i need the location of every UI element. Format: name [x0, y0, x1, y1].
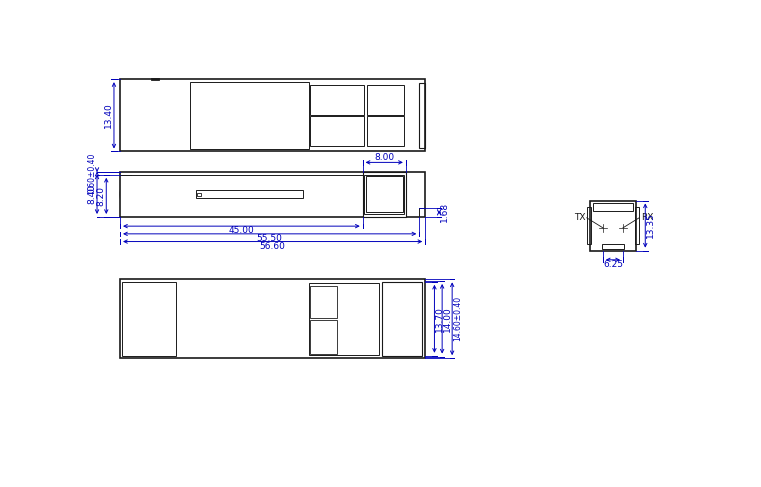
Bar	[310, 319, 337, 354]
Bar	[365, 175, 404, 214]
Text: 8.00: 8.00	[374, 153, 394, 162]
Bar	[309, 282, 379, 355]
Bar	[190, 81, 309, 149]
Text: 14.00: 14.00	[443, 306, 452, 332]
Text: TX: TX	[574, 213, 585, 223]
Bar	[122, 282, 176, 356]
Bar	[310, 116, 365, 146]
Text: 45.00: 45.00	[228, 226, 254, 235]
Bar	[363, 171, 406, 217]
Bar	[120, 171, 425, 217]
Text: 55.50: 55.50	[256, 234, 282, 243]
Bar	[381, 282, 422, 356]
Text: 6.25: 6.25	[603, 260, 623, 269]
Text: RX: RX	[641, 213, 653, 223]
Text: 56.60: 56.60	[260, 242, 285, 251]
Text: 13.35: 13.35	[646, 213, 655, 239]
Bar	[120, 280, 425, 358]
Bar	[310, 85, 365, 115]
Bar	[367, 85, 404, 115]
Text: 8.40: 8.40	[88, 184, 96, 204]
Bar	[310, 285, 337, 318]
Bar	[602, 244, 624, 249]
Text: 1.68: 1.68	[440, 202, 449, 223]
Bar	[635, 206, 639, 244]
Text: 8.20: 8.20	[97, 186, 105, 206]
Bar	[587, 206, 591, 244]
Bar	[196, 190, 304, 198]
Text: 14.60±0.40: 14.60±0.40	[453, 296, 462, 341]
Bar	[419, 83, 425, 148]
Text: 13.40: 13.40	[104, 102, 113, 128]
Bar	[593, 203, 633, 210]
Bar	[367, 116, 404, 146]
Bar	[590, 201, 636, 250]
Text: 0.60±0.40: 0.60±0.40	[88, 153, 96, 193]
Bar	[197, 193, 201, 196]
Bar	[366, 176, 403, 212]
Bar	[120, 79, 425, 151]
Text: 13.70: 13.70	[435, 306, 444, 332]
